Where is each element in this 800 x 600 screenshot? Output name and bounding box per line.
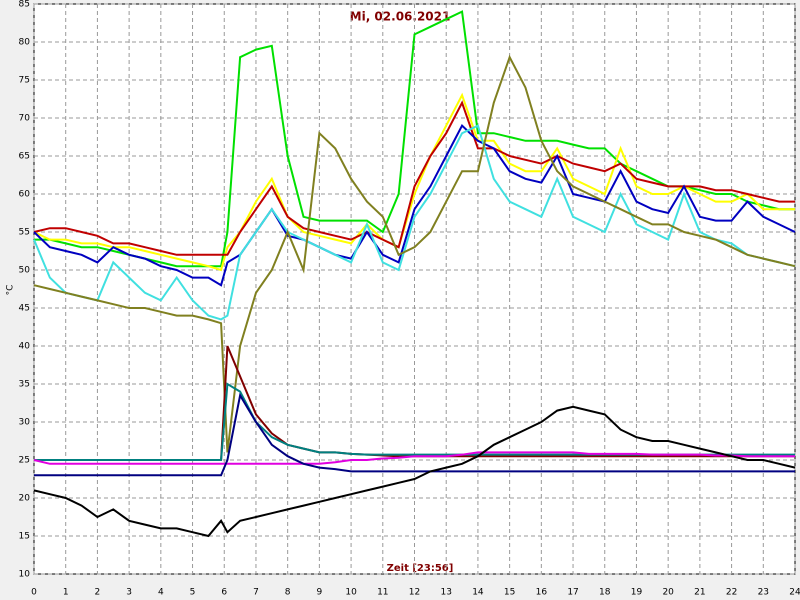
series-line xyxy=(34,392,795,477)
x-tick-label: 24 xyxy=(789,588,800,598)
series-line xyxy=(33,54,796,453)
series-line xyxy=(33,451,795,465)
x-tick-label: 23 xyxy=(758,588,769,598)
x-tick-label: 6 xyxy=(221,588,227,598)
x-tick-label: 8 xyxy=(285,588,291,598)
y-tick-label: 80 xyxy=(19,38,31,48)
series-line xyxy=(33,123,796,287)
y-tick-label: 20 xyxy=(19,494,31,504)
y-tick-label: 65 xyxy=(19,152,30,162)
x-tick-label: 13 xyxy=(440,588,451,598)
y-tick-label: 45 xyxy=(19,304,30,314)
x-tick-label: 0 xyxy=(31,588,37,598)
x-tick-label: 15 xyxy=(504,588,515,598)
y-tick-label: 30 xyxy=(19,418,31,428)
x-tick-label: 7 xyxy=(253,588,259,598)
y-tick-label: 60 xyxy=(19,190,31,200)
x-tick-label: 18 xyxy=(599,588,611,598)
y-tick-label: 50 xyxy=(19,266,31,276)
y-tick-label: 40 xyxy=(19,342,31,352)
x-tick-label: 16 xyxy=(536,588,548,598)
x-tick-label: 9 xyxy=(317,588,323,598)
x-tick-label: 22 xyxy=(726,588,737,598)
x-tick-label: 21 xyxy=(694,588,705,598)
x-tick-label: 1 xyxy=(63,588,69,598)
x-tick-label: 14 xyxy=(472,588,484,598)
series-line xyxy=(33,405,796,538)
y-tick-label: 55 xyxy=(19,228,30,238)
series-line xyxy=(33,100,795,256)
x-tick-label: 3 xyxy=(126,588,132,598)
x-axis-label: Zeit [23:56] xyxy=(387,563,454,574)
y-tick-label: 75 xyxy=(19,76,30,86)
x-tick-label: 17 xyxy=(567,588,578,598)
y-tick-label: 35 xyxy=(19,380,30,390)
x-tick-label: 20 xyxy=(662,588,674,598)
series-line xyxy=(33,124,796,321)
x-tick-label: 19 xyxy=(631,588,643,598)
x-tick-label: 2 xyxy=(95,588,101,598)
y-tick-label: 70 xyxy=(19,114,31,124)
y-axis-label: °C xyxy=(6,285,16,296)
x-tick-label: 11 xyxy=(377,588,388,598)
y-tick-label: 85 xyxy=(19,0,30,10)
x-tick-label: 5 xyxy=(190,588,196,598)
y-tick-label: 10 xyxy=(19,570,31,580)
y-tick-label: 25 xyxy=(19,456,30,466)
chart-title: Mi, 02.06.2021 xyxy=(350,10,451,24)
x-tick-label: 12 xyxy=(409,588,420,598)
x-tick-label: 10 xyxy=(345,588,357,598)
y-tick-label: 15 xyxy=(19,532,30,542)
x-tick-label: 4 xyxy=(158,588,164,598)
